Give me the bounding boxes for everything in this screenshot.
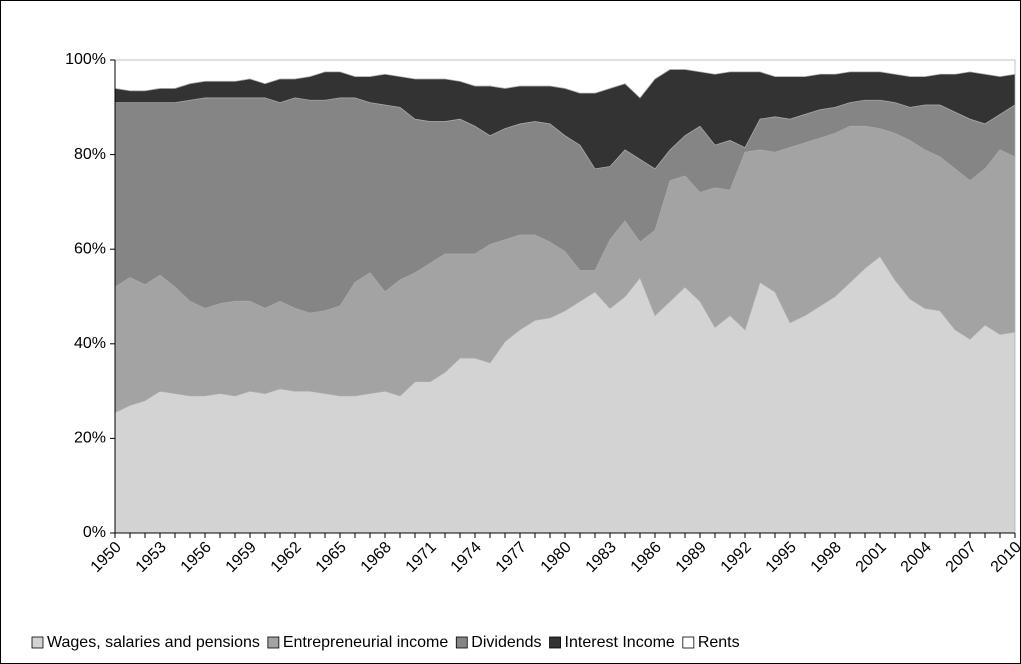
legend-swatch bbox=[549, 636, 561, 649]
legend-item: Rents bbox=[682, 634, 740, 651]
legend-swatch bbox=[267, 636, 280, 649]
legend-label: Rents bbox=[698, 634, 740, 651]
y-tick-label: 40% bbox=[74, 335, 106, 352]
y-tick-label: 0% bbox=[83, 524, 106, 541]
legend-swatch bbox=[31, 636, 44, 649]
legend-item: Entrepreneurial income bbox=[267, 634, 449, 651]
legend-label: Dividends bbox=[471, 634, 541, 651]
y-tick-label: 20% bbox=[74, 430, 106, 447]
legend-swatch bbox=[455, 636, 468, 649]
y-tick-label: 80% bbox=[74, 146, 106, 163]
legend-item: Dividends bbox=[455, 634, 542, 651]
area bbox=[114, 59, 1016, 99]
y-tick-label: 60% bbox=[74, 240, 106, 257]
legend-item: Wages, salaries and pensions bbox=[31, 634, 260, 651]
legend-swatch bbox=[682, 636, 695, 649]
y-tick-label: 100% bbox=[65, 51, 106, 68]
legend-label: Entrepreneurial income bbox=[283, 634, 449, 651]
legend-item: Interest Income bbox=[549, 634, 675, 651]
legend-label: Wages, salaries and pensions bbox=[47, 634, 260, 651]
legend-label: Interest Income bbox=[565, 634, 675, 651]
